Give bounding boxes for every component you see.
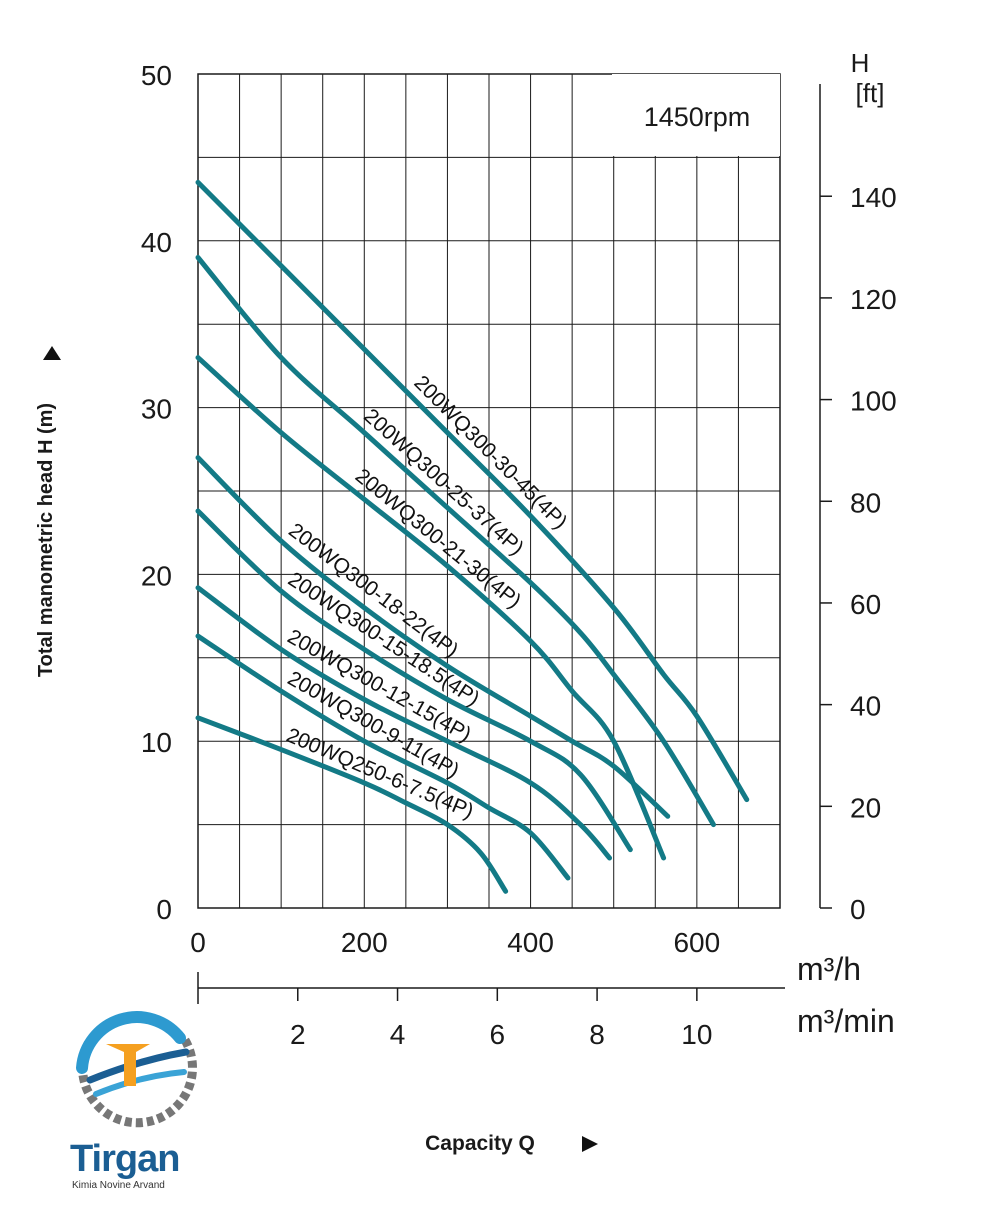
y-axis-title: Total manometric head H (m) [35, 403, 57, 677]
y2-tick-label: 100 [850, 386, 897, 417]
x-axis-arrow-icon [582, 1136, 598, 1152]
x-tick-label: 400 [507, 927, 554, 958]
rpm-annotation: 1450rpm [644, 102, 751, 132]
curve-labels: 200WQ300-30-45(4P)200WQ300-25-37(4P)200W… [283, 371, 571, 823]
tirgan-logo-icon [76, 1011, 197, 1128]
x-tick-label: 600 [673, 927, 720, 958]
x2-tick-label: 4 [390, 1019, 406, 1050]
x-axis-unit: m³/h [797, 951, 861, 987]
y-tick-label: 40 [141, 227, 172, 258]
performance-curve [195, 355, 667, 861]
grid [197, 73, 781, 909]
y-axis-arrow-icon [43, 346, 61, 360]
y-tick-label: 30 [141, 394, 172, 425]
x-tick-label: 200 [341, 927, 388, 958]
performance-curve [195, 254, 716, 828]
y-tick-label: 20 [141, 560, 172, 591]
y-tick-label: 10 [141, 727, 172, 758]
performance-curve [195, 633, 571, 881]
performance-curve [195, 508, 633, 853]
y-tick-label: 0 [156, 894, 172, 925]
y2-tick-label: 80 [850, 487, 881, 518]
y-tick-label: 50 [141, 60, 172, 91]
performance-curve [195, 715, 509, 894]
x-axis-title: Capacity Q [425, 1132, 535, 1155]
y2-axis-unit: [ft] [856, 78, 885, 108]
axes: 0 10 20 30 40 50 0 200 400 600 0 20 40 60 80 100 120 140 2… [141, 60, 897, 1050]
x2-axis-unit: m³/min [797, 1003, 895, 1039]
performance-curve [195, 455, 671, 819]
y2-tick-label: 60 [850, 589, 881, 620]
logo-subtitle: Kimia Novine Arvand [72, 1180, 165, 1191]
logo-wordmark: Tirgan [70, 1138, 180, 1180]
y2-tick-label: 20 [850, 792, 881, 823]
x2-tick-label: 8 [589, 1019, 605, 1050]
x2-tick-label: 6 [490, 1019, 506, 1050]
y2-axis-title: H [851, 48, 870, 78]
y2-tick-label: 140 [850, 182, 897, 213]
rpm-box [612, 74, 780, 156]
performance-curves [195, 179, 750, 894]
x2-tick-label: 10 [681, 1019, 712, 1050]
x-tick-label: 0 [190, 927, 206, 958]
y2-tick-label: 0 [850, 894, 866, 925]
y2-tick-label: 120 [850, 284, 897, 315]
y2-tick-label: 40 [850, 691, 881, 722]
performance-curve [195, 585, 613, 861]
performance-curve [195, 179, 750, 803]
x2-tick-label: 2 [290, 1019, 306, 1050]
plot-frame [197, 73, 781, 909]
